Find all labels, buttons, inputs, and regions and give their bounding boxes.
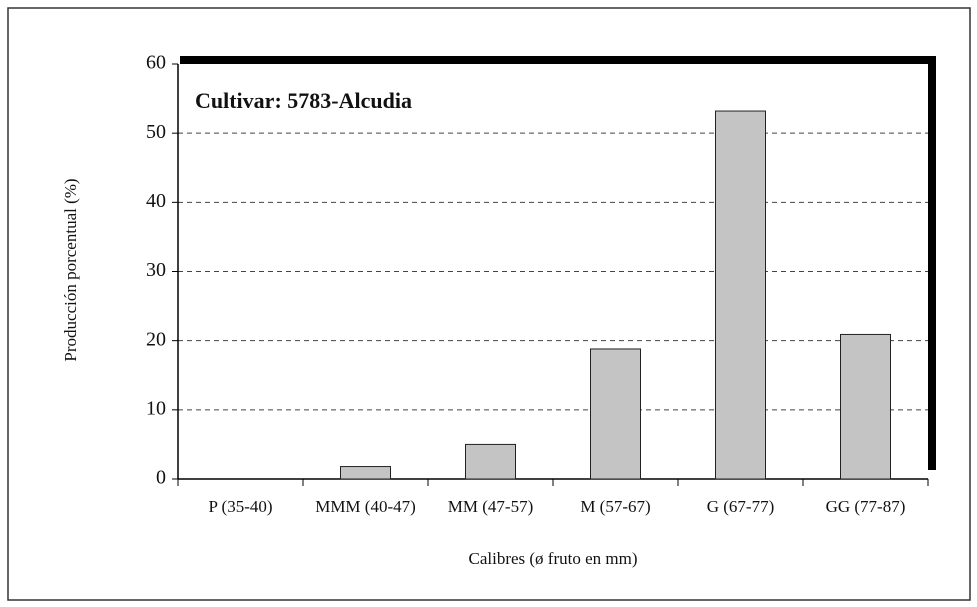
bar: [465, 443, 516, 480]
y-tick-label: 40: [146, 190, 166, 212]
y-tick-label: 0: [156, 467, 166, 489]
x-tick-label: GG (77-87): [826, 497, 906, 516]
y-tick-label: 50: [146, 121, 166, 143]
x-tick-label: MM (47-57): [448, 497, 533, 516]
y-tick-label: 10: [146, 397, 166, 419]
bar: [590, 348, 641, 480]
x-tick-label: MMM (40-47): [315, 497, 416, 516]
x-axis-label: Calibres (ø fruto en mm): [468, 549, 637, 568]
x-tick-label: M (57-67): [580, 497, 650, 516]
y-tick-label: 20: [146, 328, 166, 350]
y-axis-label: Producción porcentual (%): [61, 178, 80, 361]
chart-title: Cultivar: 5783-Alcudia: [195, 88, 412, 113]
y-tick-label: 60: [146, 52, 166, 74]
chart-border: [7, 7, 971, 601]
x-tick-label: G (67-77): [707, 497, 775, 516]
y-tick-label: 30: [146, 259, 166, 281]
x-tick-label: P (35-40): [208, 497, 272, 516]
bar: [840, 333, 891, 480]
frame-shadow: [180, 56, 936, 470]
bar: [340, 466, 391, 480]
bar: [715, 110, 766, 480]
